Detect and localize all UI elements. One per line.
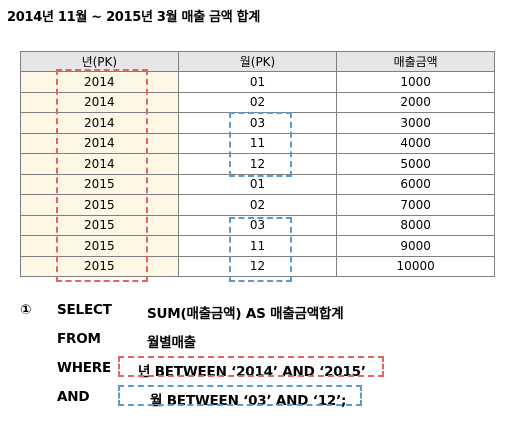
year-cell: 2014 <box>20 112 179 134</box>
amount-cell: 1000 <box>336 71 495 93</box>
month-cell: 02 <box>177 91 338 113</box>
year-cell: 2015 <box>20 255 179 277</box>
month-cell: 01 <box>177 71 338 93</box>
month-cell: 11 <box>177 132 338 154</box>
year-cell: 2014 <box>20 91 179 113</box>
table-row: 2015 01 6000 <box>20 173 495 195</box>
table-row: 2014 11 4000 <box>20 132 495 154</box>
from-keyword: FROM <box>57 331 101 347</box>
query-number: ① <box>20 302 32 318</box>
header-year: 년(PK) <box>20 51 179 72</box>
select-expression: SUM(매출금액) AS 매출금액합계 <box>147 306 344 322</box>
header-month: 월(PK) <box>177 51 338 72</box>
amount-cell: 3000 <box>336 112 495 134</box>
table-row: 2014 03 3000 <box>20 112 495 134</box>
amount-cell: 6000 <box>336 173 495 195</box>
amount-cell: 9000 <box>336 235 495 257</box>
from-table: 월별매출 <box>147 335 196 351</box>
page-title: 2014년 11월 ~ 2015년 3월 매출 금액 합계 <box>7 10 260 25</box>
year-cell: 2015 <box>20 173 179 195</box>
where-keyword: WHERE <box>57 360 112 376</box>
year-cell: 2015 <box>20 235 179 257</box>
amount-cell: 5000 <box>336 153 495 175</box>
month-cell: 12 <box>177 153 338 175</box>
month-cell: 02 <box>177 194 338 216</box>
where-condition: 년 BETWEEN ‘2014’ AND ‘2015’ <box>138 364 366 380</box>
year-cell: 2014 <box>20 71 179 93</box>
table-row: 2015 11 9000 <box>20 235 495 257</box>
amount-cell: 2000 <box>336 91 495 113</box>
year-cell: 2015 <box>20 214 179 236</box>
table-row: 2015 03 8000 <box>20 214 495 236</box>
month-cell: 01 <box>177 173 338 195</box>
amount-cell: 8000 <box>336 214 495 236</box>
month-cell: 03 <box>177 112 338 134</box>
header-amount: 매출금액 <box>336 51 495 72</box>
year-cell: 2014 <box>20 153 179 175</box>
table-row: 2014 01 1000 <box>20 71 495 93</box>
month-cell: 03 <box>177 214 338 236</box>
sales-table: 년(PK) 월(PK) 매출금액 2014 01 1000 2014 02 2000 2… <box>20 51 495 277</box>
amount-cell: 10000 <box>336 255 495 277</box>
table-row: 2015 02 7000 <box>20 194 495 216</box>
amount-cell: 7000 <box>336 194 495 216</box>
year-cell: 2014 <box>20 132 179 154</box>
amount-cell: 4000 <box>336 132 495 154</box>
and-keyword: AND <box>57 389 90 405</box>
month-cell: 12 <box>177 255 338 277</box>
month-cell: 11 <box>177 235 338 257</box>
and-condition: 월 BETWEEN ‘03’ AND ‘12’; <box>150 393 347 409</box>
table-row: 2015 12 10000 <box>20 255 495 277</box>
select-keyword: SELECT <box>57 302 112 318</box>
table-row: 2014 02 2000 <box>20 91 495 113</box>
year-cell: 2015 <box>20 194 179 216</box>
table-header-row: 년(PK) 월(PK) 매출금액 <box>20 51 495 72</box>
table-row: 2014 12 5000 <box>20 153 495 175</box>
